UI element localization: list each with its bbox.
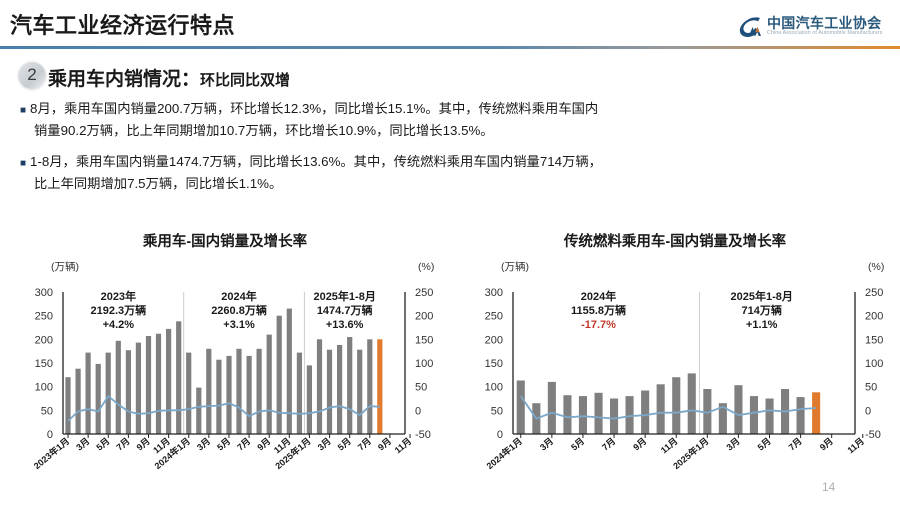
svg-text:7月: 7月 [787, 436, 804, 453]
svg-text:2024年1月: 2024年1月 [484, 435, 524, 471]
svg-text:+1.1%: +1.1% [746, 319, 778, 331]
svg-text:5月: 5月 [336, 436, 353, 453]
svg-text:200: 200 [415, 311, 433, 323]
svg-text:2024年: 2024年 [581, 289, 616, 303]
svg-text:1474.7万辆: 1474.7万辆 [317, 303, 373, 317]
svg-text:7月: 7月 [115, 436, 132, 453]
svg-text:9月: 9月 [631, 436, 648, 453]
svg-text:+13.6%: +13.6% [326, 319, 364, 331]
svg-text:11月: 11月 [845, 436, 866, 456]
svg-text:0: 0 [865, 405, 871, 417]
svg-text:+4.2%: +4.2% [103, 319, 135, 331]
svg-text:3月: 3月 [538, 436, 555, 453]
svg-text:7月: 7月 [235, 436, 252, 453]
svg-text:+3.1%: +3.1% [223, 319, 255, 331]
svg-text:50: 50 [865, 382, 877, 394]
svg-text:(万辆): (万辆) [501, 260, 529, 273]
svg-text:100: 100 [35, 382, 53, 394]
svg-text:-17.7%: -17.7% [581, 319, 616, 331]
svg-text:200: 200 [35, 334, 53, 346]
svg-text:(%): (%) [868, 261, 884, 273]
svg-text:3月: 3月 [725, 436, 742, 453]
svg-text:250: 250 [485, 311, 503, 323]
svg-text:2023年: 2023年 [101, 289, 136, 303]
svg-text:150: 150 [415, 334, 433, 346]
svg-text:0: 0 [415, 405, 421, 417]
svg-text:50: 50 [41, 405, 53, 417]
svg-text:9月: 9月 [818, 436, 835, 453]
svg-text:2025年1-8月: 2025年1-8月 [731, 289, 793, 303]
svg-text:250: 250 [865, 287, 883, 299]
svg-text:1155.8万辆: 1155.8万辆 [571, 303, 626, 317]
svg-text:250: 250 [35, 311, 53, 323]
svg-text:150: 150 [485, 358, 503, 370]
svg-text:5月: 5月 [94, 436, 111, 453]
svg-text:3月: 3月 [195, 436, 212, 453]
svg-text:2192.3万辆: 2192.3万辆 [90, 303, 146, 317]
svg-text:-50: -50 [415, 429, 431, 441]
svg-text:(%): (%) [418, 261, 434, 273]
svg-text:7月: 7月 [356, 436, 373, 453]
svg-text:3月: 3月 [316, 436, 333, 453]
svg-text:50: 50 [491, 405, 503, 417]
svg-text:2024年: 2024年 [221, 289, 256, 303]
svg-text:9月: 9月 [135, 436, 152, 453]
svg-text:100: 100 [415, 358, 433, 370]
svg-text:50: 50 [415, 382, 427, 394]
svg-text:2025年1-8月: 2025年1-8月 [313, 289, 375, 303]
svg-text:150: 150 [865, 334, 883, 346]
svg-text:250: 250 [415, 287, 433, 299]
svg-text:传统燃料乘用车-国内销量及增长率: 传统燃料乘用车-国内销量及增长率 [563, 232, 787, 250]
svg-text:乘用车-国内销量及增长率: 乘用车-国内销量及增长率 [142, 232, 308, 250]
svg-text:11月: 11月 [393, 436, 414, 456]
svg-text:5月: 5月 [569, 436, 586, 453]
svg-text:200: 200 [485, 334, 503, 346]
svg-text:2260.8万辆: 2260.8万辆 [211, 303, 267, 317]
svg-text:150: 150 [35, 358, 53, 370]
svg-text:300: 300 [35, 287, 53, 299]
svg-text:5月: 5月 [215, 436, 232, 453]
svg-text:0: 0 [497, 429, 503, 441]
svg-text:100: 100 [485, 382, 503, 394]
svg-text:200: 200 [865, 311, 883, 323]
svg-text:7月: 7月 [600, 436, 617, 453]
svg-text:11月: 11月 [659, 436, 680, 456]
svg-text:5月: 5月 [756, 436, 773, 453]
svg-text:9月: 9月 [376, 436, 393, 453]
svg-text:(万辆): (万辆) [51, 260, 79, 273]
svg-text:0: 0 [47, 429, 53, 441]
svg-text:9月: 9月 [255, 436, 272, 453]
svg-text:-50: -50 [865, 429, 881, 441]
svg-text:300: 300 [485, 287, 503, 299]
svg-text:714万辆: 714万辆 [742, 303, 782, 317]
svg-text:3月: 3月 [74, 436, 91, 453]
svg-text:100: 100 [865, 358, 883, 370]
